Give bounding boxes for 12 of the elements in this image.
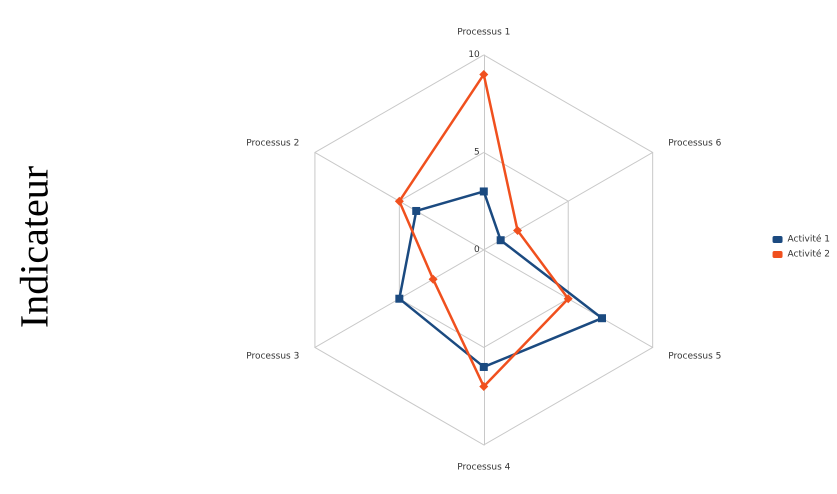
spoke-label: Processus 6 xyxy=(668,138,722,148)
y-tick-label: 0 xyxy=(474,244,480,255)
y-tick-label: 10 xyxy=(468,50,480,60)
spoke-label: Processus 4 xyxy=(457,462,511,472)
legend-label: Activité 1 xyxy=(788,234,830,244)
spoke-label: Processus 2 xyxy=(246,138,300,148)
spoke-label: Processus 3 xyxy=(246,351,300,362)
spoke-label: Processus 5 xyxy=(668,351,722,362)
legend-label: Activité 2 xyxy=(788,248,830,260)
y-tick-label: 5 xyxy=(474,147,480,158)
spoke-label: Processus 1 xyxy=(457,27,510,38)
text: Indicateur xyxy=(12,166,56,328)
